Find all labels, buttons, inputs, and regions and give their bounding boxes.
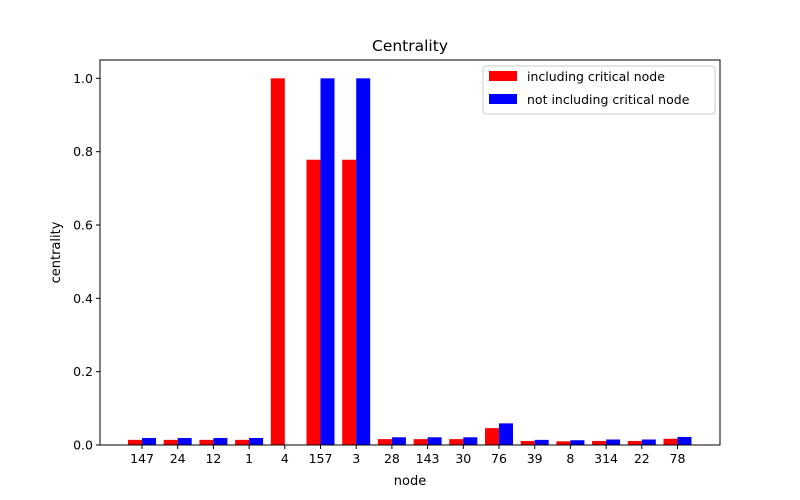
legend-label-not-including-critical-node: not including critical node — [527, 92, 690, 107]
bar-including-critical-node-node-30 — [449, 439, 464, 445]
bar-not-including-critical-node-node-22 — [641, 439, 656, 445]
x-tick-label-1: 1 — [245, 451, 253, 466]
bar-not-including-critical-node-node-28 — [391, 437, 406, 445]
bar-including-critical-node-node-147 — [128, 439, 142, 445]
y-axis-label: centrality — [49, 221, 64, 283]
bar-including-critical-node-node-22 — [627, 440, 642, 445]
x-tick-label-12: 12 — [205, 451, 221, 466]
y-tick-label-1.0: 1.0 — [73, 71, 93, 86]
bar-not-including-critical-node-node-39 — [534, 439, 549, 445]
x-tick-label-28: 28 — [384, 451, 400, 466]
y-tick-label-0.0: 0.0 — [73, 438, 93, 453]
legend-swatch-not-including-critical-node — [489, 94, 517, 104]
bar-including-critical-node-node-3 — [342, 159, 357, 446]
x-tick-label-157: 157 — [309, 451, 333, 466]
bar-including-critical-node-node-24 — [163, 439, 178, 445]
bar-including-critical-node-node-1 — [235, 439, 250, 445]
bar-including-critical-node-node-8 — [556, 441, 571, 445]
bar-including-critical-node-node-78 — [663, 438, 678, 445]
x-tick-label-3: 3 — [352, 451, 360, 466]
x-tick-label-143: 143 — [416, 451, 440, 466]
bar-including-critical-node-node-314 — [592, 440, 607, 445]
x-tick-label-8: 8 — [566, 451, 574, 466]
bar-including-critical-node-node-28 — [377, 439, 392, 445]
bar-including-critical-node-node-39 — [520, 440, 535, 445]
bar-not-including-critical-node-node-30 — [463, 437, 478, 445]
x-tick-label-78: 78 — [670, 451, 686, 466]
y-tick-label-0.2: 0.2 — [73, 364, 93, 379]
x-tick-label-30: 30 — [455, 451, 471, 466]
bar-not-including-critical-node-node-147 — [142, 438, 156, 445]
bar-including-critical-node-node-12 — [199, 439, 214, 445]
y-tick-label-0.6: 0.6 — [73, 218, 93, 233]
x-tick-label-147: 147 — [130, 451, 154, 466]
x-tick-label-39: 39 — [527, 451, 543, 466]
y-tick-label-0.4: 0.4 — [73, 291, 93, 306]
bars-layer — [128, 78, 692, 446]
x-axis: 147 24 12 1 4 157 3 28 143 30 76 39 8 314 22 78 — [130, 445, 685, 466]
legend: including critical node not including cr… — [482, 65, 716, 115]
x-tick-label-22: 22 — [634, 451, 650, 466]
legend-label-including-critical-node: including critical node — [527, 69, 665, 84]
x-tick-label-24: 24 — [170, 451, 186, 466]
bar-not-including-critical-node-node-157 — [320, 78, 335, 445]
bar-not-including-critical-node-node-12 — [213, 438, 228, 445]
bar-including-critical-node-node-76 — [485, 428, 499, 445]
bar-including-critical-node-node-4 — [270, 78, 285, 445]
x-tick-label-314: 314 — [594, 451, 618, 466]
bar-not-including-critical-node-node-314 — [606, 439, 621, 445]
y-axis: 0.0 0.2 0.4 0.6 0.8 1.0 — [73, 71, 100, 453]
legend-swatch-including-critical-node — [489, 71, 517, 81]
bar-not-including-critical-node-node-8 — [570, 440, 585, 445]
bar-including-critical-node-node-157 — [306, 159, 321, 446]
bar-not-including-critical-node-node-24 — [177, 438, 192, 445]
bar-not-including-critical-node-node-78 — [677, 436, 692, 445]
bar-including-critical-node-node-143 — [413, 439, 428, 445]
bar-not-including-critical-node-node-1 — [249, 438, 264, 445]
bar-not-including-critical-node-node-76 — [499, 423, 513, 445]
bar-not-including-critical-node-node-3 — [356, 78, 371, 445]
plot-frame — [99, 59, 721, 446]
bar-not-including-critical-node-node-143 — [427, 437, 442, 445]
x-tick-label-76: 76 — [491, 451, 507, 466]
y-tick-label-0.8: 0.8 — [73, 144, 93, 159]
legend-box — [482, 65, 716, 115]
x-axis-label: node — [394, 474, 426, 489]
x-tick-label-4: 4 — [281, 451, 289, 466]
chart-title: Centrality — [372, 37, 448, 55]
